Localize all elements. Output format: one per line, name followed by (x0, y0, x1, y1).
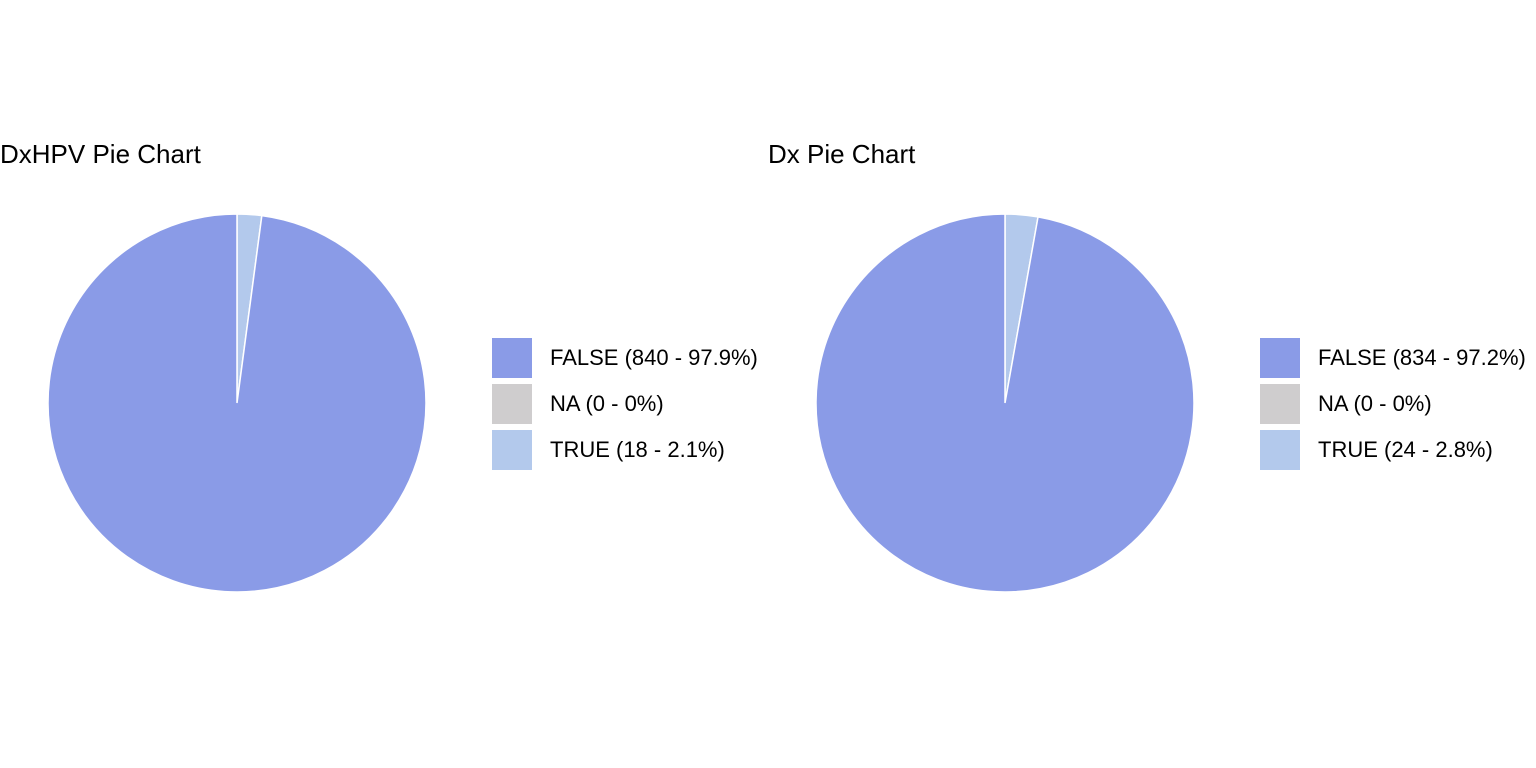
legend-label: TRUE (18 - 2.1%) (550, 437, 725, 462)
chart-title: DxHPV Pie Chart (0, 139, 201, 169)
chart-title: Dx Pie Chart (768, 139, 916, 169)
pie-slice-false (815, 213, 1195, 593)
pie-chart (815, 213, 1195, 593)
legend-label: TRUE (24 - 2.8%) (1318, 437, 1493, 462)
legend-swatch (492, 430, 532, 470)
legend-swatch (1260, 430, 1300, 470)
pie-panel-dxhpv: DxHPV Pie Chart FALSE (840 - 97.9%) NA (… (0, 139, 758, 593)
legend-label: NA (0 - 0%) (550, 391, 664, 416)
legend-swatch (1260, 384, 1300, 424)
legend-label: FALSE (840 - 97.9%) (550, 345, 758, 370)
legend-label: FALSE (834 - 97.2%) (1318, 345, 1526, 370)
pie-panel-dx: Dx Pie Chart FALSE (834 - 97.2%) NA (0 -… (768, 0, 1536, 768)
legend-label: NA (0 - 0%) (1318, 391, 1432, 416)
legend-swatch (492, 384, 532, 424)
pie-chart (47, 213, 427, 593)
pie-slice-false (47, 213, 427, 593)
legend-swatch (1260, 338, 1300, 378)
legend-swatch (492, 338, 532, 378)
